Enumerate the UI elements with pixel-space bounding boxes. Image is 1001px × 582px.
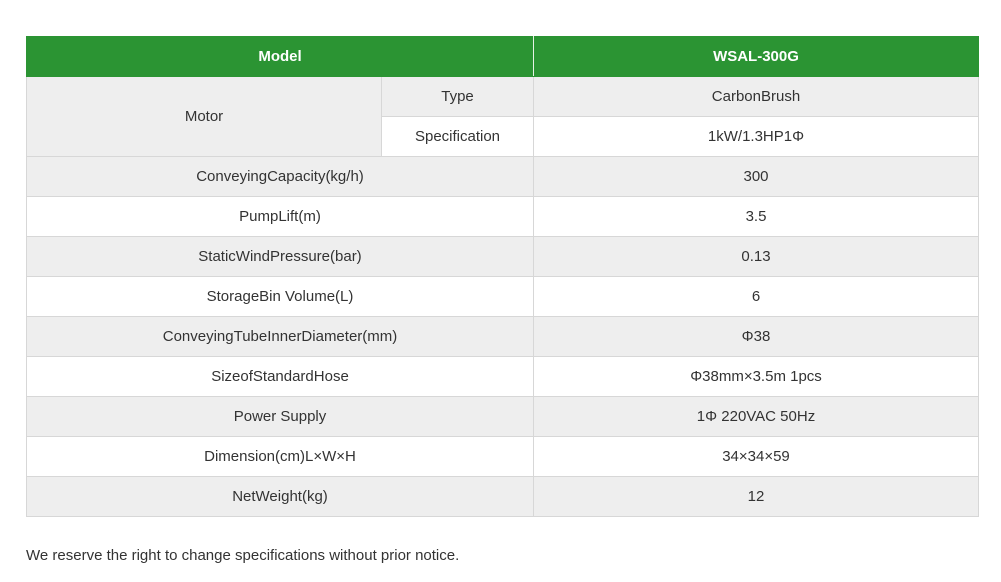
table-row: PumpLift(m) 3.5: [26, 196, 979, 237]
row-value: Φ38: [533, 316, 979, 357]
motor-spec-value: 1kW/1.3HP1Φ: [533, 116, 979, 157]
motor-label: Motor: [26, 76, 382, 157]
row-label: ConveyingTubeInnerDiameter(mm): [26, 316, 534, 357]
table-row: SizeofStandardHose Φ38mm×3.5m 1pcs: [26, 356, 979, 397]
row-value: 300: [533, 156, 979, 197]
row-label: Power Supply: [26, 396, 534, 437]
motor-type-row: Motor Type CarbonBrush: [26, 76, 979, 157]
model-header-value: WSAL-300G: [533, 36, 979, 77]
row-value: 3.5: [533, 196, 979, 237]
table-row: ConveyingCapacity(kg/h) 300: [26, 156, 979, 197]
table-row: ConveyingTubeInnerDiameter(mm) Φ38: [26, 316, 979, 357]
row-label: StorageBin Volume(L): [26, 276, 534, 317]
motor-type-label: Type: [381, 76, 534, 117]
table-row: Dimension(cm)L×W×H 34×34×59: [26, 436, 979, 477]
row-value: 6: [533, 276, 979, 317]
header-row: Model WSAL-300G: [26, 36, 979, 77]
row-label: NetWeight(kg): [26, 476, 534, 517]
row-label: StaticWindPressure(bar): [26, 236, 534, 277]
table-row: Power Supply 1Φ 220VAC 50Hz: [26, 396, 979, 437]
row-value: 34×34×59: [533, 436, 979, 477]
row-value: 0.13: [533, 236, 979, 277]
motor-spec-row: Specification 1kW/1.3HP1Φ: [27, 116, 979, 157]
spec-change-notice: We reserve the right to change specifica…: [26, 547, 460, 564]
row-value: Φ38mm×3.5m 1pcs: [533, 356, 979, 397]
row-label: PumpLift(m): [26, 196, 534, 237]
row-value: 12: [533, 476, 979, 517]
model-header-label: Model: [26, 36, 534, 77]
motor-type-value: CarbonBrush: [533, 76, 979, 117]
row-label: ConveyingCapacity(kg/h): [26, 156, 534, 197]
spec-table: Model WSAL-300G Motor Type CarbonBrush S…: [26, 36, 979, 517]
row-label: SizeofStandardHose: [26, 356, 534, 397]
table-row: StorageBin Volume(L) 6: [26, 276, 979, 317]
table-row: NetWeight(kg) 12: [26, 476, 979, 517]
table-row: StaticWindPressure(bar) 0.13: [26, 236, 979, 277]
motor-spec-label: Specification: [381, 116, 534, 157]
row-value: 1Φ 220VAC 50Hz: [533, 396, 979, 437]
row-label: Dimension(cm)L×W×H: [26, 436, 534, 477]
